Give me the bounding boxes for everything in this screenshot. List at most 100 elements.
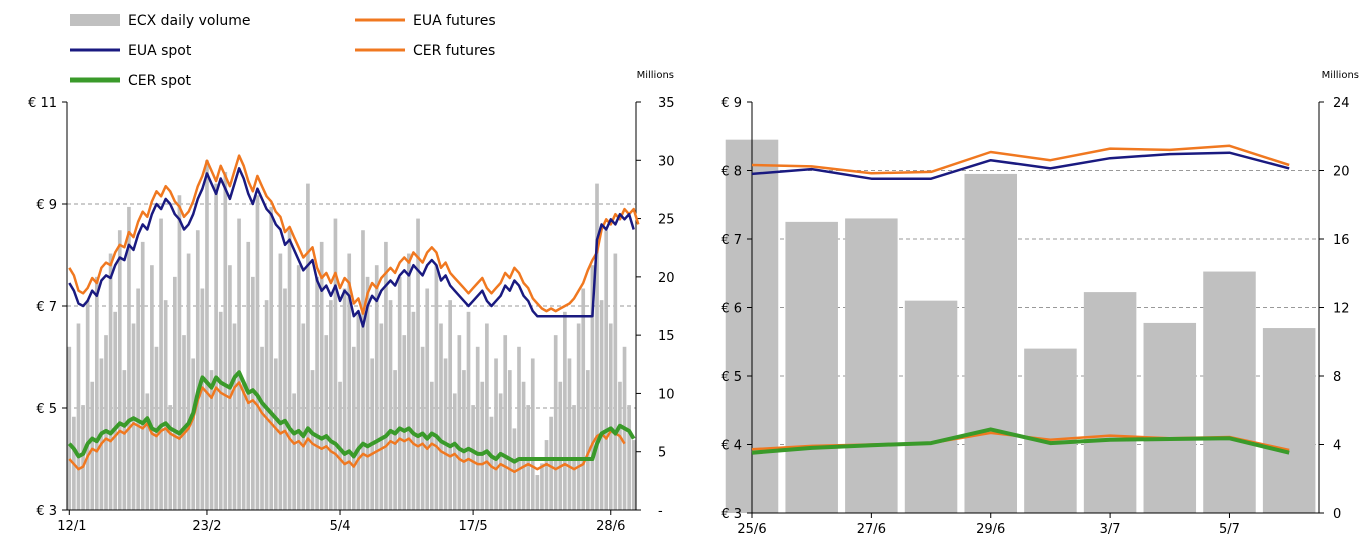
legend-swatch-ecx-daily-volume [70, 14, 120, 26]
volume-bar [177, 195, 182, 510]
volume-bar [466, 311, 471, 510]
volume-bar [595, 183, 599, 510]
volume-bar [558, 381, 563, 510]
volume-bar [503, 335, 508, 510]
volume-bar [205, 160, 209, 511]
volume-bar [475, 346, 480, 510]
volume-bar [1024, 348, 1077, 513]
volume-bar [370, 358, 374, 510]
volume-bar [127, 206, 131, 510]
volume-bar [618, 381, 622, 510]
volume-bar [251, 276, 255, 510]
volume-bar [200, 288, 205, 510]
right-tick-label: 4 [1333, 439, 1341, 454]
left-tick-label: € 11 [28, 96, 57, 111]
volume-bar [269, 206, 274, 510]
volume-bar [388, 300, 393, 510]
volume-bar [260, 346, 264, 510]
legend-label-eua-futures: EUA futures [413, 13, 496, 29]
volume-bar [563, 311, 567, 510]
volume-bar [402, 335, 407, 510]
volume-bar [549, 416, 553, 510]
volume-bar [429, 381, 434, 510]
right-tick-label: 20 [1333, 165, 1350, 180]
volume-bar [113, 311, 118, 510]
volume-bar [544, 440, 549, 510]
volume-bar [223, 171, 228, 510]
volume-bar [448, 300, 452, 510]
volume-bar [530, 358, 535, 510]
volume-bar [195, 230, 200, 510]
left-tick-label: € 8 [721, 165, 742, 180]
volume-bar [374, 265, 379, 510]
x-tick-label: 29/6 [976, 522, 1005, 537]
volume-bar [411, 311, 416, 510]
right-tick-label: - [658, 504, 663, 519]
right-tick-label: 0 [1333, 507, 1341, 522]
volume-bar [255, 195, 260, 510]
volume-bar [535, 475, 540, 510]
volume-bar [287, 230, 292, 510]
eua-futures-line [68, 154, 640, 315]
volume-bar [108, 253, 113, 511]
volume-bar [104, 335, 108, 510]
volume-bar [237, 218, 241, 511]
volume-bar [81, 405, 85, 510]
volume-bar [365, 276, 370, 510]
eua-spot-line [68, 167, 635, 328]
legend: ECX daily volume EUA spot CER spot EUA futu… [70, 13, 496, 89]
volume-bar [214, 183, 218, 510]
volume-bar [631, 440, 636, 510]
left-tick-label: € 9 [36, 198, 57, 213]
chart-right: € 3 € 4 € 5 € 6 € 7 € 8 € 9 0 4 8 12 16 20 24 Millions… [721, 70, 1359, 537]
volume-bar [452, 393, 457, 510]
chart-left: € 3 € 5 € 7 € 9 € 11 - 5 10 15 20 25 30 35 Millions 12… [28, 70, 675, 534]
volume-bar [191, 358, 196, 510]
left-tick-label: € 5 [36, 402, 57, 417]
volume-bar [117, 230, 122, 510]
volume-bar [159, 218, 163, 511]
volume-bar [94, 276, 99, 510]
volume-bar [904, 300, 958, 513]
volume-bar [315, 276, 319, 510]
right-tick-label: 15 [658, 329, 675, 344]
volume-bar [964, 173, 1017, 514]
volume-bar [393, 370, 397, 510]
volume-bar [517, 346, 521, 510]
x-tick-label: 5/4 [330, 519, 351, 534]
volume-bar [489, 416, 494, 510]
x-tick-label: 5/7 [1219, 522, 1240, 537]
volume-bar [585, 370, 590, 510]
volume-bar [1203, 271, 1256, 513]
right-tick-label: 5 [658, 446, 666, 461]
left-tick-label: € 3 [721, 507, 742, 522]
volume-bar [333, 218, 338, 511]
volume-bar [168, 405, 173, 510]
volume-bar [407, 253, 411, 511]
volume-bar [521, 381, 526, 510]
volume-bar [306, 183, 310, 510]
left-tick-label: € 9 [721, 96, 742, 111]
volume-bar [140, 241, 145, 510]
volume-bar [420, 346, 425, 510]
cer-spot-line [67, 370, 636, 464]
right-tick-label: 35 [658, 96, 675, 111]
volume-bar [384, 241, 388, 510]
volume-bar [283, 288, 287, 510]
volume-bar [462, 370, 466, 510]
legend-label-cer-spot: CER spot [128, 73, 192, 89]
volume-bar [122, 370, 127, 510]
right-tick-label: 8 [1333, 370, 1341, 385]
volume-bar [590, 265, 595, 510]
volume-bar [232, 323, 237, 510]
right-axis-unit: Millions [1322, 70, 1359, 81]
right-tick-label: 16 [1333, 233, 1350, 248]
volume-bar [246, 241, 251, 510]
right-tick-label: 20 [658, 271, 675, 286]
volume-bar [434, 265, 439, 510]
volume-bar [90, 381, 95, 510]
right-tick-label: 30 [658, 154, 675, 169]
volume-bar [613, 253, 618, 511]
volume-bar [457, 335, 462, 510]
eua-futures-line [751, 144, 1290, 175]
